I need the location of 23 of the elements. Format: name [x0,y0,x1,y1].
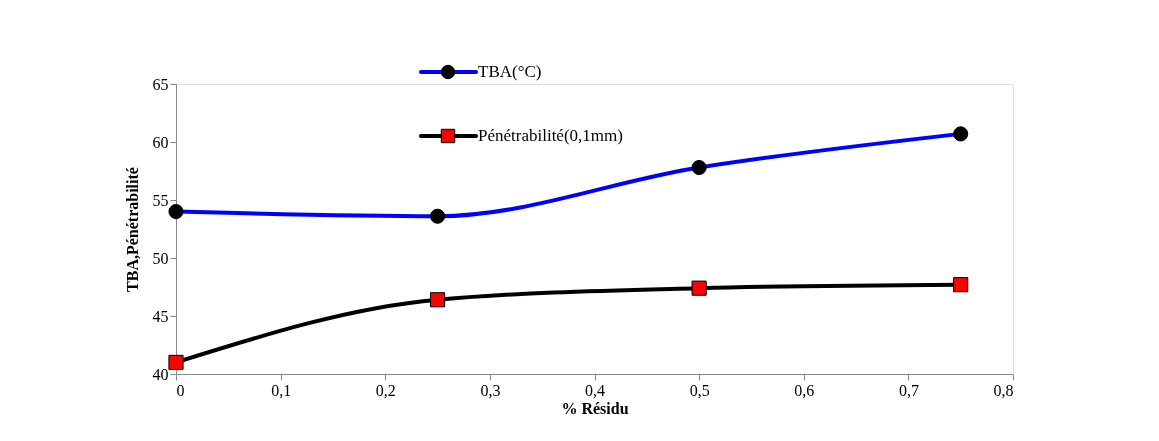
legend-label: TBA(°C) [478,62,542,81]
x-tick-label: 0,4 [585,381,605,399]
point [429,292,446,308]
y-tick-label: 55 [152,191,169,209]
x-tick-label: 0,3 [480,381,501,399]
point [953,277,969,293]
y-tick-label: 65 [152,75,169,93]
x-axis-title: % Résidu [561,399,629,417]
point [691,280,707,296]
x-tick-label: 0,1 [271,381,292,399]
x-tick-label: 0,8 [993,381,1014,399]
legend-label: Pénétrabilité(0,1mm) [478,126,623,145]
y-tick-label: 45 [152,307,169,325]
y-tick-label: 60 [152,133,169,151]
x-tick-label: 0,5 [689,381,710,399]
x-tick-label: 0,6 [794,381,815,399]
y-tick-label: 40 [152,365,169,383]
x-tick-label: 0,2 [375,381,396,399]
point [168,354,184,370]
y-axis-title: TBA,Pénétrabilité [123,167,141,292]
x-tick-label: 0 [176,381,185,399]
x-tick-label: 0,7 [898,381,919,399]
y-tick-label: 50 [152,249,169,267]
